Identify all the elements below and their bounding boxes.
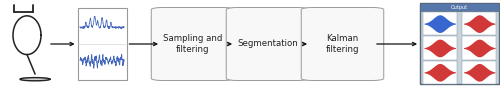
FancyBboxPatch shape	[462, 12, 496, 35]
FancyBboxPatch shape	[420, 3, 499, 11]
Text: Segmentation: Segmentation	[237, 40, 298, 48]
FancyBboxPatch shape	[420, 3, 499, 84]
FancyBboxPatch shape	[226, 7, 309, 81]
FancyBboxPatch shape	[423, 36, 456, 60]
Text: Kalman
filtering: Kalman filtering	[326, 34, 359, 54]
FancyBboxPatch shape	[423, 12, 456, 35]
FancyBboxPatch shape	[151, 7, 234, 81]
Text: Sampling and
filtering: Sampling and filtering	[163, 34, 222, 54]
FancyBboxPatch shape	[301, 7, 384, 81]
FancyBboxPatch shape	[423, 61, 456, 84]
FancyBboxPatch shape	[462, 36, 496, 60]
Polygon shape	[20, 78, 50, 81]
FancyBboxPatch shape	[78, 8, 126, 80]
FancyBboxPatch shape	[462, 61, 496, 84]
Text: Output: Output	[451, 5, 468, 10]
